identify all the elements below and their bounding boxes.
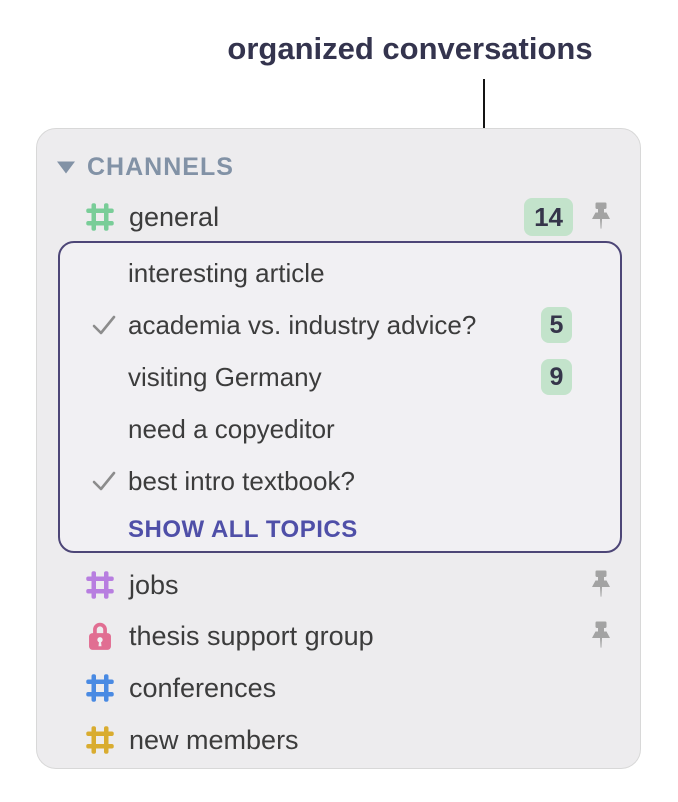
channel-row-conferences[interactable]: conferences	[37, 662, 640, 714]
unread-count-badge: 9	[541, 359, 572, 395]
unread-count-badge: 14	[524, 198, 573, 236]
topic-list: interesting article academia vs. industr…	[58, 241, 622, 553]
triangle-down-icon	[56, 160, 76, 175]
check-slot-empty	[91, 416, 117, 442]
topic-name: visiting Germany	[128, 361, 322, 392]
channels-panel: CHANNELS general 14 int	[36, 128, 641, 769]
check-icon	[91, 312, 117, 338]
pin-icon	[589, 570, 613, 600]
hash-icon	[85, 570, 115, 600]
channel-row-general[interactable]: general 14	[37, 191, 640, 243]
annotation-title: organized conversations	[227, 31, 593, 66]
hash-icon	[85, 725, 115, 755]
lock-icon	[85, 621, 115, 651]
hash-icon	[85, 202, 115, 232]
channel-row-thesis-support-group[interactable]: thesis support group	[37, 610, 640, 662]
channel-name: conferences	[129, 672, 277, 703]
pin-icon	[589, 202, 613, 232]
channel-name: thesis support group	[129, 620, 374, 651]
check-icon	[91, 468, 117, 494]
topic-name: best intro textbook?	[128, 465, 355, 496]
topic-row[interactable]: need a copyeditor	[60, 403, 620, 455]
channels-header-label: CHANNELS	[87, 152, 234, 181]
topic-row[interactable]: interesting article	[60, 247, 620, 299]
check-slot-empty	[91, 364, 117, 390]
hash-icon	[85, 673, 115, 703]
channel-row-jobs[interactable]: jobs	[37, 559, 640, 611]
show-all-topics-link[interactable]: SHOW ALL TOPICS	[128, 516, 358, 543]
pin-icon	[589, 621, 613, 651]
topic-row[interactable]: visiting Germany 9	[60, 351, 620, 403]
topic-name: academia vs. industry advice?	[128, 309, 477, 340]
channel-row-new-members[interactable]: new members	[37, 714, 640, 766]
channel-name: jobs	[129, 569, 179, 600]
check-slot-empty	[91, 260, 117, 286]
topic-name: need a copyeditor	[128, 413, 335, 444]
channel-name: new members	[129, 724, 299, 755]
channel-name: general	[129, 201, 220, 232]
channels-section-header[interactable]: CHANNELS	[37, 141, 640, 193]
topic-name: interesting article	[128, 257, 325, 288]
topic-row[interactable]: best intro textbook?	[60, 455, 620, 507]
unread-count-badge: 5	[541, 307, 572, 343]
topic-row[interactable]: academia vs. industry advice? 5	[60, 299, 620, 351]
